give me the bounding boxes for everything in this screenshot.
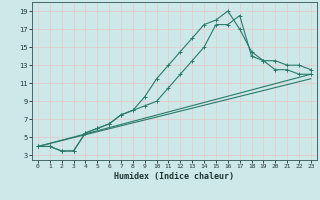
X-axis label: Humidex (Indice chaleur): Humidex (Indice chaleur): [115, 172, 234, 181]
